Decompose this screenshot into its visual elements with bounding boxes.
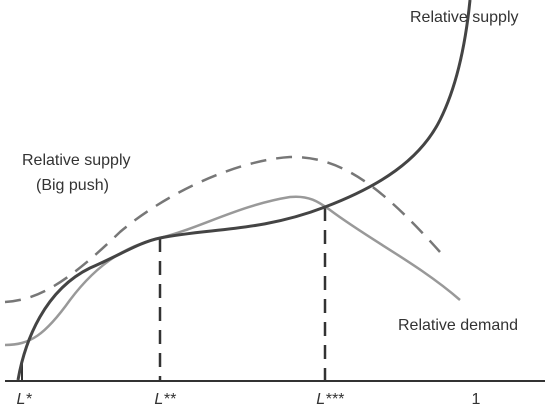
curve-label: Relative supply — [22, 152, 131, 169]
tick-label: L* — [16, 391, 32, 408]
curve-sublabel: (Big push) — [36, 177, 109, 194]
tick-label: 1 — [472, 391, 481, 408]
supply-curve — [16, 0, 472, 381]
curve-label: Relative demand — [398, 317, 518, 334]
curve-label: Relative supply — [410, 9, 519, 26]
demand-curve — [4, 195, 461, 347]
big-push-curve — [4, 155, 441, 304]
tick-label: L*** — [316, 391, 344, 408]
tick-label: L** — [154, 391, 176, 408]
